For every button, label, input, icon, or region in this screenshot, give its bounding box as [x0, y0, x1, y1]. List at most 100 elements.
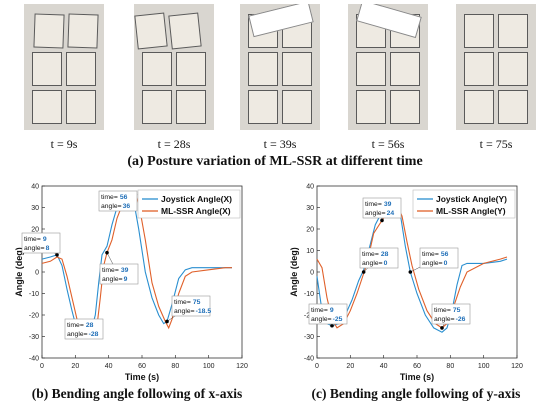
annotation-box: [171, 295, 211, 317]
annotation-time-value: 9: [43, 236, 47, 243]
annotation-box: [419, 247, 459, 269]
annotation-angle-value: 0: [384, 260, 388, 267]
x-axis-label: Time (s): [125, 372, 159, 382]
annotation-time-label: time=: [174, 299, 191, 306]
actuator-cell: [66, 52, 96, 86]
figure-caption-a: (a) Posture variation of ML-SSR at diffe…: [127, 154, 423, 169]
annotation-text: angle=0: [362, 260, 388, 267]
actuator-cell: [168, 12, 202, 50]
annotation-angle-value: 36: [123, 203, 131, 210]
annotation-point: [380, 218, 384, 223]
annotation-time-label: time=: [362, 251, 379, 258]
photo-time-label: t = 9s: [50, 137, 78, 151]
robot-photo-t39: [240, 4, 320, 130]
annotation-box: [431, 303, 471, 325]
annotation-angle-label: angle=: [101, 203, 122, 210]
annotation-angle-label: angle=: [422, 260, 443, 267]
legend: [137, 189, 241, 219]
y-tick-label: 30: [306, 205, 314, 212]
y-tick-label: -40: [29, 356, 39, 363]
annotation-angle-label: angle=: [362, 260, 383, 267]
y-tick-label: -30: [29, 334, 39, 341]
y-axis-label: Angle (deg): [289, 247, 299, 297]
annotation-text: time= 75: [174, 299, 201, 306]
photo-time-label: t = 28s: [157, 137, 191, 151]
actuator-cell: [464, 90, 494, 124]
annotation-time-value: 75: [193, 299, 201, 306]
actuator-cell: [33, 13, 65, 49]
annotation-text: time= 9: [24, 236, 47, 243]
robot-photo-t9: [24, 4, 104, 130]
annotation-text: time= 56: [422, 251, 449, 258]
actuator-cell: [248, 52, 278, 86]
annotation-time-label: time=: [101, 194, 118, 201]
annotation-text: angle=9: [102, 276, 128, 283]
annotation-time-value: 9: [330, 307, 334, 314]
annotation-angle-value: 9: [124, 276, 128, 283]
y-tick-label: 40: [306, 184, 314, 191]
y-tick-label: 40: [31, 184, 39, 191]
figure-caption-c: (c) Bending angle following of y-axis: [311, 386, 521, 401]
actuator-cell: [32, 90, 62, 124]
y-tick-label: 30: [31, 205, 39, 212]
actuator-cell: [390, 90, 420, 124]
y-tick-label: -10: [29, 291, 39, 298]
annotation-time-value: 39: [121, 267, 129, 274]
photo-time-label: t = 75s: [479, 137, 513, 151]
annotation-angle-label: angle=: [24, 245, 45, 252]
annotation-time-value: 39: [384, 201, 392, 208]
annotation-time-value: 75: [453, 307, 461, 314]
annotation-angle-value: -18.5: [196, 308, 212, 315]
actuator-cell: [248, 90, 278, 124]
legend-entry: ML-SSR Angle(X): [161, 206, 231, 216]
annotation-time-label: time=: [102, 267, 119, 274]
y-tick-label: -20: [29, 313, 39, 320]
legend-entry: Joystick Angle(Y): [436, 194, 507, 204]
photo-time-label: t = 56s: [371, 137, 405, 151]
actuator-cell: [390, 52, 420, 86]
annotation-text: angle=-28: [67, 331, 99, 338]
annotation-angle-value: -25: [333, 316, 343, 323]
x-tick-label: 100: [203, 363, 215, 370]
x-tick-label: 0: [315, 363, 319, 370]
annotation-text: time= 9: [311, 307, 334, 314]
annotation-point: [408, 270, 413, 274]
chart-x-axis: 020406080100120-40-30-20-10010203040Time…: [14, 184, 248, 383]
annotation-time-label: time=: [24, 236, 41, 243]
actuator-cell: [282, 52, 312, 86]
annotation-text: time= 39: [365, 201, 392, 208]
x-tick-label: 120: [511, 363, 523, 370]
y-tick-label: -40: [304, 356, 314, 363]
annotation-box: [308, 303, 348, 325]
annotation-text: time= 28: [67, 322, 94, 329]
annotation-box: [21, 232, 61, 254]
annotation-point: [105, 250, 109, 255]
actuator-cell: [464, 52, 494, 86]
actuator-cell: [66, 90, 96, 124]
annotation-text: angle=36: [101, 203, 130, 210]
legend-entry: Joystick Angle(X): [161, 194, 232, 204]
x-tick-label: 80: [171, 363, 179, 370]
robot-photo-t56: [348, 4, 428, 130]
legend-entry: ML-SSR Angle(Y): [436, 206, 506, 216]
annotation-text: angle=-18.5: [174, 308, 211, 315]
x-tick-label: 20: [71, 363, 79, 370]
figure-caption-b: (b) Bending angle following of x-axis: [31, 386, 243, 401]
annotation-text: angle=0: [422, 260, 448, 267]
annotation-text: time= 75: [434, 307, 461, 314]
robot-photo-t28: [134, 4, 214, 130]
chart-y-axis: 020406080100120-40-30-20-10010203040Time…: [289, 184, 523, 383]
annotation-time-value: 56: [441, 251, 449, 258]
x-tick-label: 80: [446, 363, 454, 370]
actuator-cell: [356, 90, 386, 124]
annotation-angle-value: -28: [89, 331, 99, 338]
x-tick-label: 20: [346, 363, 354, 370]
annotation-time-label: time=: [434, 307, 451, 314]
annotation-text: angle=24: [365, 210, 394, 217]
annotation-point: [330, 323, 334, 328]
annotation-time-label: time=: [311, 307, 328, 314]
actuator-cell: [67, 13, 99, 49]
annotation-point: [361, 270, 366, 274]
annotation-box: [98, 190, 138, 212]
annotation-angle-label: angle=: [311, 316, 332, 323]
